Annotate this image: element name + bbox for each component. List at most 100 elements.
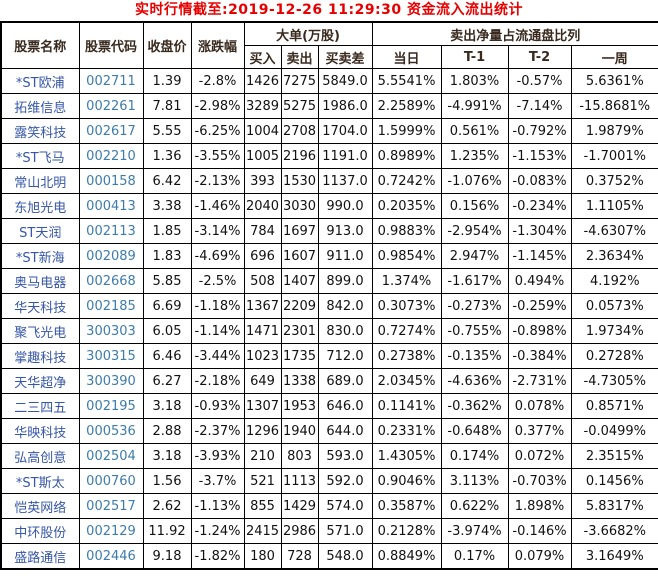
stock-code-cell: 002185 [78, 293, 144, 319]
table-row: 弘高创意 002504 3.18 -3.93% 210 803 593.0 1.4305% 0.… [0, 443, 658, 469]
stock-code-cell: 000158 [78, 168, 144, 194]
today-pct-cell: 0.3587% [371, 493, 442, 519]
page-title: 实时行情截至:2019-12-26 11:29:30 资金流入流出统计 [134, 2, 524, 18]
sell-cell: 1429 [280, 493, 319, 519]
today-pct-cell: 0.9046% [371, 468, 442, 494]
stock-name-cell: 奥马电器 [0, 268, 80, 294]
buy-cell: 393 [243, 168, 282, 194]
close-price-cell: 9.18 [142, 543, 192, 570]
header-row-top: 股票名称 股票代码 收盘价 涨跌幅 大单(万股) 卖出净量占流通盘比列 [0, 21, 658, 69]
col-header-diff: 买卖差 [317, 45, 373, 69]
close-price-cell: 1.56 [142, 468, 192, 494]
table-row: 聚飞光电 300303 6.05 -1.14% 1471 2301 830.0 0.7274%… [0, 318, 658, 344]
week-pct-cell: 5.6361% [570, 68, 658, 94]
table-row: 盛路通信 002446 9.18 -1.82% 180 728 548.0 0.8849% 0.… [0, 543, 658, 570]
diff-cell: 911.0 [317, 243, 373, 269]
buy-cell: 210 [243, 443, 282, 469]
table-row: *ST斯太 000760 1.56 -3.7% 521 1113 592.0 0.9046% 3… [0, 468, 658, 494]
stock-name-cell: 中环股份 [0, 518, 80, 544]
t2-pct-cell: 0.072% [507, 443, 572, 469]
diff-cell: 1137.0 [317, 168, 373, 194]
diff-cell: 1191.0 [317, 143, 373, 169]
today-pct-cell: 0.8989% [371, 143, 442, 169]
col-group-net-sell: 卖出净量占流通盘比列 [371, 21, 658, 46]
buy-cell: 1004 [243, 118, 282, 144]
sell-cell: 803 [280, 443, 319, 469]
week-pct-cell: -0.0499% [570, 418, 658, 444]
change-pct-cell: -6.25% [190, 118, 245, 144]
stock-name-cell: *ST新海 [0, 243, 80, 269]
close-price-cell: 6.05 [142, 318, 192, 344]
stock-name-cell: 露笑科技 [0, 118, 80, 144]
stock-name-cell: 常山北明 [0, 168, 80, 194]
t2-pct-cell: -1.153% [507, 143, 572, 169]
week-pct-cell: 3.1649% [570, 543, 658, 570]
week-pct-cell: 0.0573% [570, 293, 658, 319]
header-row-sub: 买入 卖出 买卖差 当日 T-1 T-2 一周 [1, 45, 658, 69]
change-pct-cell: -1.24% [190, 518, 245, 544]
week-pct-cell: 0.3752% [570, 168, 658, 194]
col-header-t2: T-2 [507, 45, 572, 69]
t1-pct-cell: -4.991% [440, 93, 509, 119]
buy-cell: 696 [243, 243, 282, 269]
today-pct-cell: 5.5541% [371, 68, 442, 94]
week-pct-cell: 1.1105% [570, 193, 658, 219]
close-price-cell: 2.88 [142, 418, 192, 444]
table-row: *ST新海 002089 1.83 -4.69% 696 1607 911.0 0.9854%… [0, 243, 658, 269]
buy-cell: 784 [243, 218, 282, 244]
close-price-cell: 1.85 [142, 218, 192, 244]
table-header: 股票名称 股票代码 收盘价 涨跌幅 大单(万股) 卖出净量占流通盘比列 买入 卖… [0, 21, 658, 69]
col-header-today: 当日 [371, 45, 442, 69]
t2-pct-cell: -0.898% [507, 318, 572, 344]
stock-name-cell: 聚飞光电 [0, 318, 80, 344]
week-pct-cell: 0.8571% [570, 393, 658, 419]
sell-cell: 1697 [280, 218, 319, 244]
stock-name-cell: 华映科技 [0, 418, 80, 444]
col-header-change-pct: 涨跌幅 [190, 21, 245, 69]
stock-code-cell: 002517 [78, 493, 144, 519]
change-pct-cell: -1.13% [190, 493, 245, 519]
table-row: 中环股份 002129 11.92 -1.24% 2415 2986 571.0 0.2128… [0, 518, 658, 544]
close-price-cell: 3.38 [142, 193, 192, 219]
week-pct-cell: -4.6307% [570, 218, 658, 244]
sell-cell: 5275 [280, 93, 319, 119]
diff-cell: 571.0 [317, 518, 373, 544]
today-pct-cell: 0.7274% [371, 318, 442, 344]
table-row: *ST飞马 002210 1.36 -3.55% 1005 2196 1191.0 0.898… [0, 143, 658, 169]
diff-cell: 842.0 [317, 293, 373, 319]
stock-name-cell: 拓维信息 [0, 93, 80, 119]
week-pct-cell: 2.3634% [570, 243, 658, 269]
stock-code-cell: 002113 [78, 218, 144, 244]
t1-pct-cell: -1.076% [440, 168, 509, 194]
close-price-cell: 6.27 [142, 368, 192, 394]
table-row: 拓维信息 002261 7.81 -2.98% 3289 5275 1986.0 2.2589… [0, 93, 658, 119]
t1-pct-cell: -0.273% [440, 293, 509, 319]
sell-cell: 7275 [280, 68, 319, 94]
close-price-cell: 7.81 [142, 93, 192, 119]
week-pct-cell: -4.7305% [570, 368, 658, 394]
col-group-big-orders: 大单(万股) [243, 21, 373, 46]
diff-cell: 5849.0 [317, 68, 373, 94]
change-pct-cell: -2.8% [190, 68, 245, 94]
stock-code-cell: 000536 [78, 418, 144, 444]
today-pct-cell: 1.4305% [371, 443, 442, 469]
col-header-close-price: 收盘价 [142, 21, 192, 69]
week-pct-cell: 1.9734% [570, 318, 658, 344]
change-pct-cell: -1.82% [190, 543, 245, 570]
close-price-cell: 3.18 [142, 443, 192, 469]
today-pct-cell: 0.2331% [371, 418, 442, 444]
t2-pct-cell: -0.703% [507, 468, 572, 494]
change-pct-cell: -2.18% [190, 368, 245, 394]
diff-cell: 646.0 [317, 393, 373, 419]
sell-cell: 728 [280, 543, 319, 570]
today-pct-cell: 2.0345% [371, 368, 442, 394]
t2-pct-cell: -1.304% [507, 218, 572, 244]
change-pct-cell: -3.7% [190, 468, 245, 494]
diff-cell: 1986.0 [317, 93, 373, 119]
change-pct-cell: -0.93% [190, 393, 245, 419]
t1-pct-cell: 0.17% [440, 543, 509, 570]
week-pct-cell: 1.9879% [570, 118, 658, 144]
col-header-stock-name: 股票名称 [0, 21, 80, 69]
week-pct-cell: 0.1456% [570, 468, 658, 494]
stock-name-cell: 盛路通信 [0, 543, 80, 570]
